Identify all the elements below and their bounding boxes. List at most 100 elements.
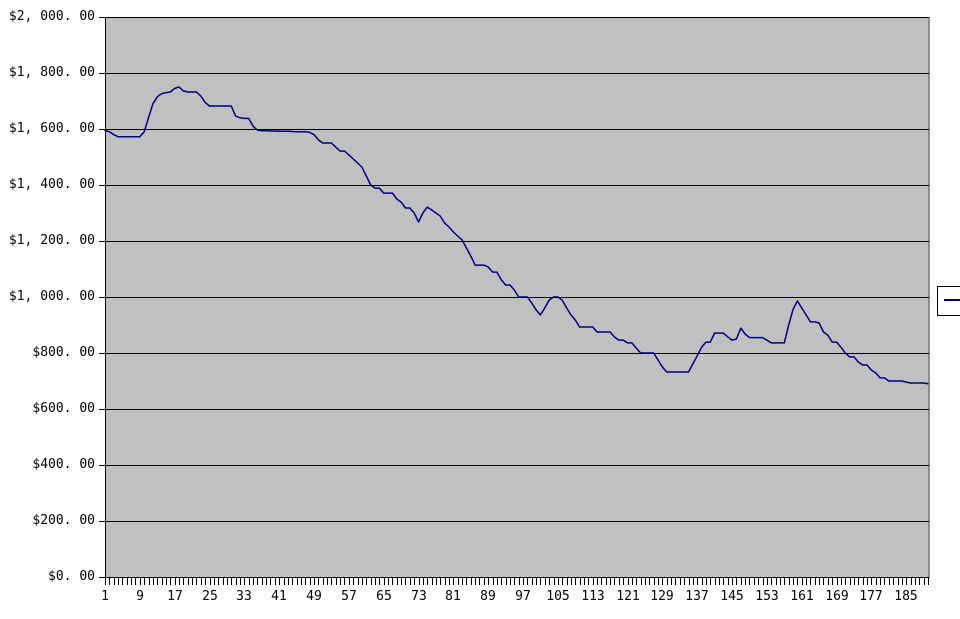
x-axis-tick — [445, 578, 446, 585]
x-axis-tick — [710, 578, 711, 585]
x-axis-tick — [884, 578, 885, 585]
x-axis-tick — [588, 578, 589, 585]
gridline — [105, 297, 929, 298]
y-axis-tick-label: $800. 00 — [32, 345, 95, 360]
x-axis-tick — [924, 578, 925, 585]
x-axis-tick — [845, 578, 846, 585]
x-axis-tick — [680, 578, 681, 585]
x-axis-tick — [253, 578, 254, 585]
x-axis-tick — [549, 578, 550, 585]
x-axis-tick-label: 177 — [859, 589, 883, 604]
x-axis-tick — [719, 578, 720, 585]
x-axis-tick — [340, 578, 341, 585]
x-axis-tick — [898, 578, 899, 585]
x-axis-tick — [227, 578, 228, 585]
x-axis-tick — [758, 578, 759, 585]
x-axis-tick — [619, 578, 620, 585]
x-axis-tick — [797, 578, 798, 585]
x-axis-tick — [823, 578, 824, 585]
x-axis-tick — [702, 578, 703, 585]
x-axis-tick — [153, 578, 154, 585]
y-axis-tick — [99, 577, 105, 578]
legend — [937, 286, 960, 316]
x-axis-tick — [135, 578, 136, 585]
x-axis-tick — [527, 578, 528, 585]
x-axis-tick — [649, 578, 650, 585]
x-axis-tick — [802, 578, 803, 585]
x-axis-tick — [223, 578, 224, 585]
x-axis-tick — [614, 578, 615, 585]
x-axis-tick — [689, 578, 690, 585]
gridline — [105, 129, 929, 130]
x-axis-tick — [149, 578, 150, 585]
x-axis-tick-label: 121 — [616, 589, 640, 604]
x-axis-tick-label: 89 — [480, 589, 496, 604]
x-axis-tick — [715, 578, 716, 585]
x-axis-tick — [323, 578, 324, 585]
x-axis-tick — [118, 578, 119, 585]
x-axis-tick — [832, 578, 833, 585]
x-axis-tick — [392, 578, 393, 585]
x-axis-tick — [401, 578, 402, 585]
x-axis-tick — [493, 578, 494, 585]
x-axis-tick — [662, 578, 663, 585]
y-axis-tick-label: $1, 800. 00 — [8, 65, 95, 80]
x-axis-tick — [305, 578, 306, 585]
y-axis-line — [105, 17, 106, 578]
x-axis-tick — [837, 578, 838, 585]
x-axis-tick-label: 169 — [825, 589, 849, 604]
x-axis-tick — [249, 578, 250, 585]
x-axis-tick — [466, 578, 467, 585]
x-axis-tick — [362, 578, 363, 585]
x-axis-tick — [162, 578, 163, 585]
x-axis-tick — [427, 578, 428, 585]
x-axis-tick — [144, 578, 145, 585]
x-axis-tick — [479, 578, 480, 585]
x-axis-tick — [336, 578, 337, 585]
legend-series-line-swatch — [944, 299, 960, 301]
x-axis-tick — [484, 578, 485, 585]
x-axis-tick — [562, 578, 563, 585]
x-axis-tick — [214, 578, 215, 585]
x-axis-tick — [257, 578, 258, 585]
x-axis-tick — [889, 578, 890, 585]
x-axis-tick — [388, 578, 389, 585]
x-axis-tick — [157, 578, 158, 585]
x-axis-tick — [423, 578, 424, 585]
x-axis-tick — [871, 578, 872, 585]
x-axis-tick — [523, 578, 524, 585]
x-axis-tick-label: 129 — [650, 589, 674, 604]
x-axis-tick — [863, 578, 864, 585]
x-axis-tick — [841, 578, 842, 585]
x-axis-tick — [819, 578, 820, 585]
x-axis-tick — [606, 578, 607, 585]
x-axis-tick — [780, 578, 781, 585]
x-axis-tick — [693, 578, 694, 585]
x-axis-tick — [641, 578, 642, 585]
x-axis-tick — [902, 578, 903, 585]
x-axis-tick — [671, 578, 672, 585]
x-axis-tick-label: 145 — [720, 589, 744, 604]
x-axis-tick — [201, 578, 202, 585]
x-axis-tick — [810, 578, 811, 585]
x-axis-tick — [432, 578, 433, 585]
x-axis-tick — [358, 578, 359, 585]
x-axis-tick — [127, 578, 128, 585]
x-axis-tick — [122, 578, 123, 585]
x-axis-tick — [789, 578, 790, 585]
x-axis-tick-label: 137 — [685, 589, 709, 604]
y-axis-tick — [99, 409, 105, 410]
x-axis-tick — [236, 578, 237, 585]
x-axis-tick — [784, 578, 785, 585]
x-axis-tick — [179, 578, 180, 585]
x-axis-tick-label: 25 — [202, 589, 218, 604]
x-axis-tick — [571, 578, 572, 585]
y-axis-tick — [99, 521, 105, 522]
y-axis-tick-label: $1, 400. 00 — [8, 177, 95, 192]
x-axis-tick — [919, 578, 920, 585]
x-axis-tick-label: 81 — [445, 589, 461, 604]
x-axis-tick — [497, 578, 498, 585]
x-axis-tick — [284, 578, 285, 585]
x-axis-tick-label: 97 — [515, 589, 531, 604]
x-axis-tick — [858, 578, 859, 585]
